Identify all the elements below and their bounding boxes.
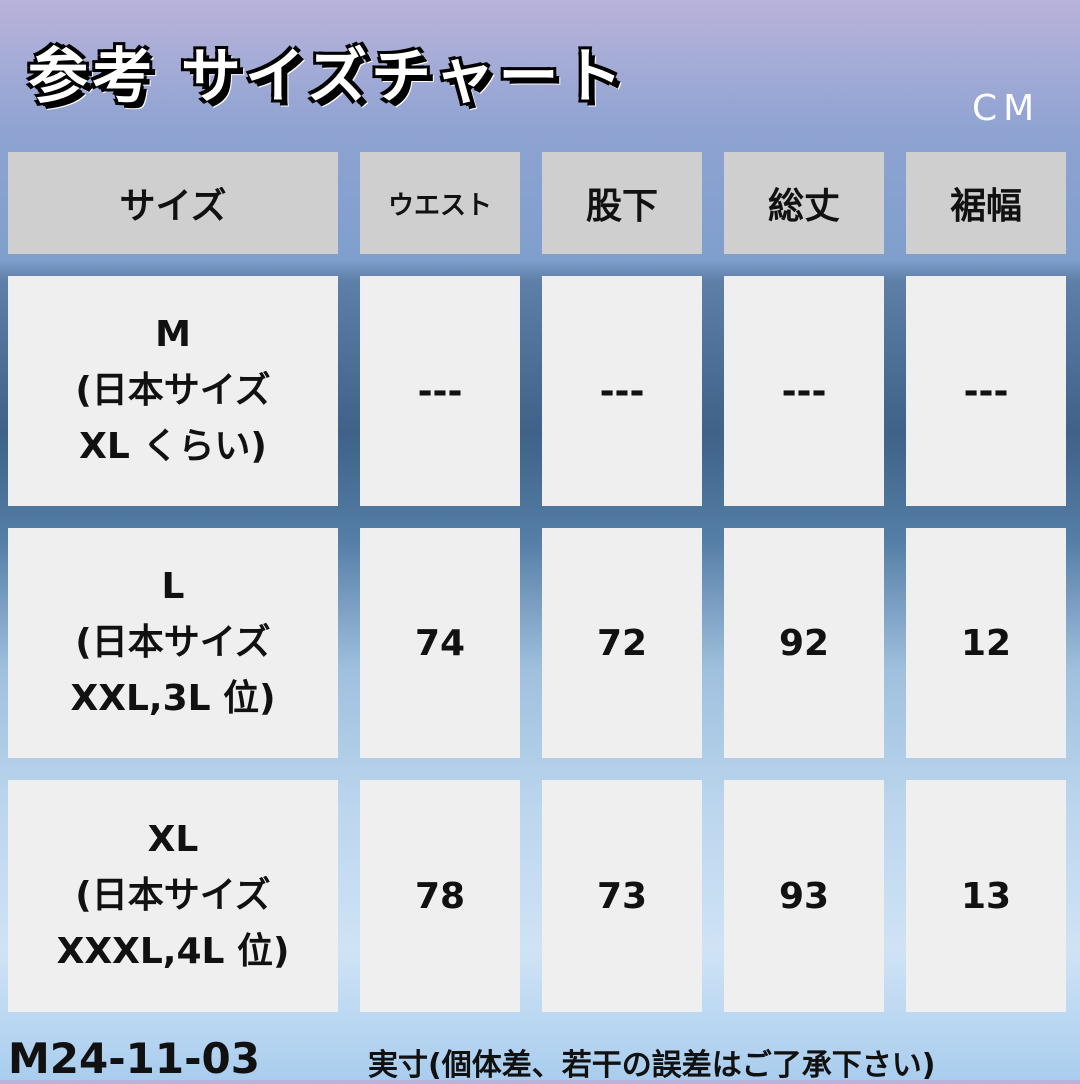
value-cell: 13	[906, 780, 1066, 1012]
value-cell: 72	[542, 528, 702, 758]
value-cell: ---	[724, 276, 884, 506]
value-cell: 78	[360, 780, 520, 1012]
size-cell-l: L (日本サイズ XXL,3L 位)	[8, 528, 338, 758]
size-label: L	[161, 566, 185, 607]
header-inseam: 股下	[542, 152, 702, 254]
value-cell: ---	[542, 276, 702, 506]
size-cell-xl: XL (日本サイズ XXXL,4L 位)	[8, 780, 338, 1012]
page-title: 参考 サイズチャート	[28, 42, 627, 112]
value-cell: 74	[360, 528, 520, 758]
size-jp-line2: XXXL,4L 位)	[56, 931, 290, 972]
measurement-note: 実寸(個体差、若干の誤差はご了承下さい)	[368, 1048, 936, 1083]
size-jp-line2: XXL,3L 位)	[70, 678, 276, 719]
product-code: M24-11-03	[8, 1034, 260, 1083]
value-cell: 73	[542, 780, 702, 1012]
header-hem-width: 裾幅	[906, 152, 1066, 254]
size-jp-line2: XL くらい)	[79, 426, 267, 467]
unit-label: CM	[972, 88, 1041, 129]
size-cell-m: M (日本サイズ XL くらい)	[8, 276, 338, 506]
header-size: サイズ	[8, 152, 338, 254]
size-label: XL	[147, 819, 199, 860]
header-waist: ウエスト	[360, 152, 520, 254]
value-cell: 92	[724, 528, 884, 758]
size-jp-line1: (日本サイズ	[75, 622, 271, 663]
value-cell: ---	[360, 276, 520, 506]
size-label: M	[155, 314, 191, 355]
header-total-length: 総丈	[724, 152, 884, 254]
size-jp-line1: (日本サイズ	[75, 370, 271, 411]
value-cell: ---	[906, 276, 1066, 506]
value-cell: 12	[906, 528, 1066, 758]
value-cell: 93	[724, 780, 884, 1012]
size-jp-line1: (日本サイズ	[75, 875, 271, 916]
